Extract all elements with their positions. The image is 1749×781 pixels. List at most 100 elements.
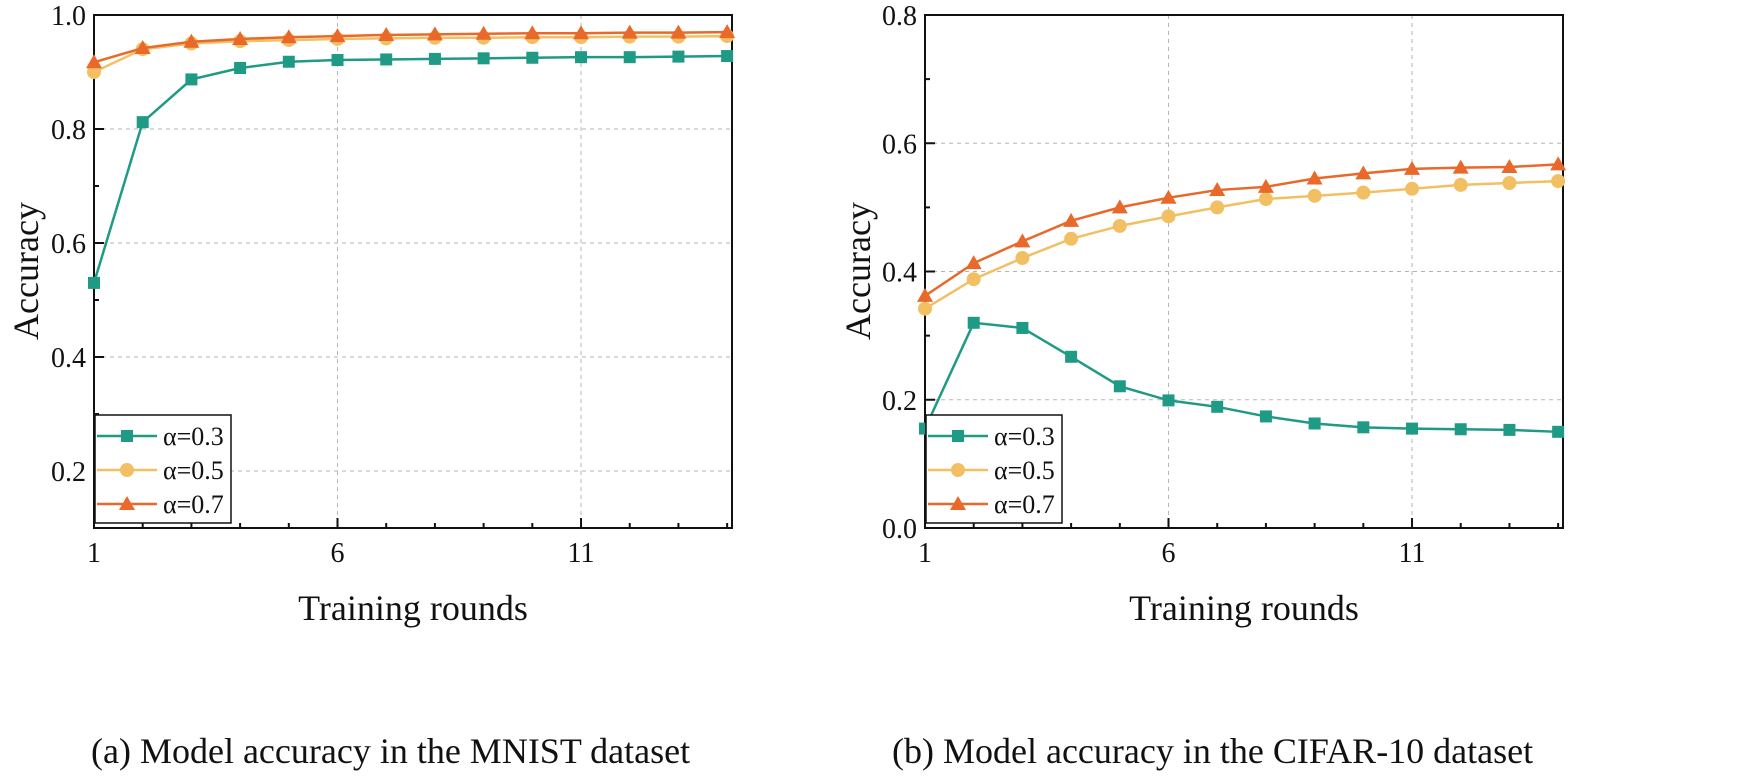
plot-frame: [93, 14, 733, 529]
data-point: [1308, 417, 1321, 430]
legend-label: α=0.5: [994, 456, 1055, 485]
chart-panel-mnist: 1 6 11 0.2 0.4 0.6 0.8 1.0 Training rounds Accura…: [6, 1, 736, 628]
x-tick-label: 11: [1399, 538, 1426, 569]
series-α=0.7: [917, 156, 1567, 302]
data-point: [670, 24, 687, 39]
series-α=0.7: [86, 24, 736, 69]
x-axis-label: Training rounds: [298, 588, 528, 628]
y-axis-label: Accuracy: [838, 202, 878, 340]
legend-label: α=0.5: [163, 456, 224, 485]
data-point: [1211, 400, 1224, 413]
series-line: [92, 54, 728, 284]
data-point: [1357, 421, 1370, 434]
data-point: [1063, 212, 1080, 227]
data-point: [1356, 185, 1371, 200]
legend-marker: [951, 463, 965, 477]
data-point: [1064, 231, 1079, 246]
data-point: [185, 73, 198, 86]
data-point: [1112, 218, 1127, 233]
data-point: [1015, 251, 1030, 266]
legend-marker: [119, 496, 135, 510]
x-tick-label: 11: [568, 538, 595, 569]
data-point: [623, 51, 636, 64]
y-axis-label: Accuracy: [6, 202, 46, 340]
data-point: [1210, 200, 1225, 215]
x-tick-label: 6: [331, 538, 345, 569]
legend-label: α=0.7: [994, 490, 1055, 519]
y-tick-label: 0.6: [51, 229, 86, 260]
legend: α=0.3 α=0.5 α=0.7: [925, 414, 1063, 524]
y-tick-label: 0.8: [882, 1, 917, 32]
data-point: [1259, 410, 1272, 423]
data-point: [1452, 159, 1469, 174]
data-point: [1355, 165, 1372, 180]
legend: α=0.3 α=0.5 α=0.7: [94, 414, 232, 524]
data-point: [1162, 394, 1175, 407]
series-line: [93, 30, 728, 64]
data-point: [183, 33, 200, 48]
data-point: [1257, 178, 1274, 193]
y-tick-label: 0.0: [882, 514, 917, 545]
data-point: [573, 25, 590, 40]
data-point: [917, 287, 933, 302]
y-tick-label: 1.0: [51, 1, 86, 32]
series-line: [924, 179, 1559, 310]
chart-panel-cifar10: 1 6 11 0.0 0.2 0.4 0.6 0.8 Training rounds Accura…: [838, 1, 1567, 628]
data-point: [477, 52, 490, 65]
data-point: [1160, 189, 1177, 204]
data-point: [621, 24, 638, 39]
data-point: [1209, 182, 1226, 197]
x-axis-label: Training rounds: [1129, 588, 1359, 628]
data-point: [1113, 380, 1126, 393]
legend-marker: [950, 496, 966, 510]
data-point: [966, 272, 981, 287]
data-point: [1502, 176, 1517, 191]
y-tick-label: 0.4: [51, 343, 86, 374]
data-point: [86, 54, 102, 69]
series-α=0.3: [919, 316, 1565, 438]
y-tick-label: 0.2: [882, 386, 917, 417]
y-tick-label: 0.2: [51, 457, 86, 488]
data-point: [1404, 160, 1421, 175]
series-line: [923, 321, 1559, 434]
data-point: [136, 116, 149, 129]
data-point: [1258, 192, 1273, 207]
data-point: [1501, 158, 1518, 173]
data-point: [282, 55, 295, 68]
series-α=0.3: [88, 50, 734, 289]
y-tick-label: 0.8: [51, 115, 86, 146]
series-α=0.5: [87, 29, 735, 79]
data-point: [1014, 233, 1031, 248]
caption-mnist: (a) Model accuracy in the MNIST dataset: [91, 731, 691, 771]
data-point: [575, 51, 588, 64]
data-point: [1551, 174, 1566, 189]
series-α=0.5: [918, 174, 1566, 316]
data-point: [87, 65, 101, 79]
data-point: [234, 62, 247, 75]
legend-label: α=0.3: [994, 422, 1055, 451]
series-line: [93, 34, 728, 74]
data-point: [1454, 423, 1467, 436]
data-point: [918, 301, 932, 316]
data-point: [967, 316, 980, 329]
data-point: [1406, 422, 1419, 435]
data-point: [719, 24, 736, 39]
legend-marker: [121, 430, 133, 442]
data-point: [331, 54, 344, 67]
legend-marker: [120, 463, 134, 477]
data-point: [1111, 199, 1128, 214]
data-point: [232, 30, 249, 45]
data-point: [428, 52, 441, 65]
series-line: [924, 163, 1559, 297]
data-point: [1503, 423, 1516, 436]
x-tick-label: 1: [918, 538, 932, 569]
data-point: [1307, 188, 1322, 203]
data-point: [329, 28, 346, 43]
data-point: [1405, 181, 1420, 196]
data-point: [1016, 321, 1029, 334]
data-point: [380, 53, 393, 66]
data-point: [134, 40, 151, 55]
data-point: [526, 51, 539, 64]
caption-cifar10: (b) Model accuracy in the CIFAR-10 datas…: [892, 731, 1534, 771]
